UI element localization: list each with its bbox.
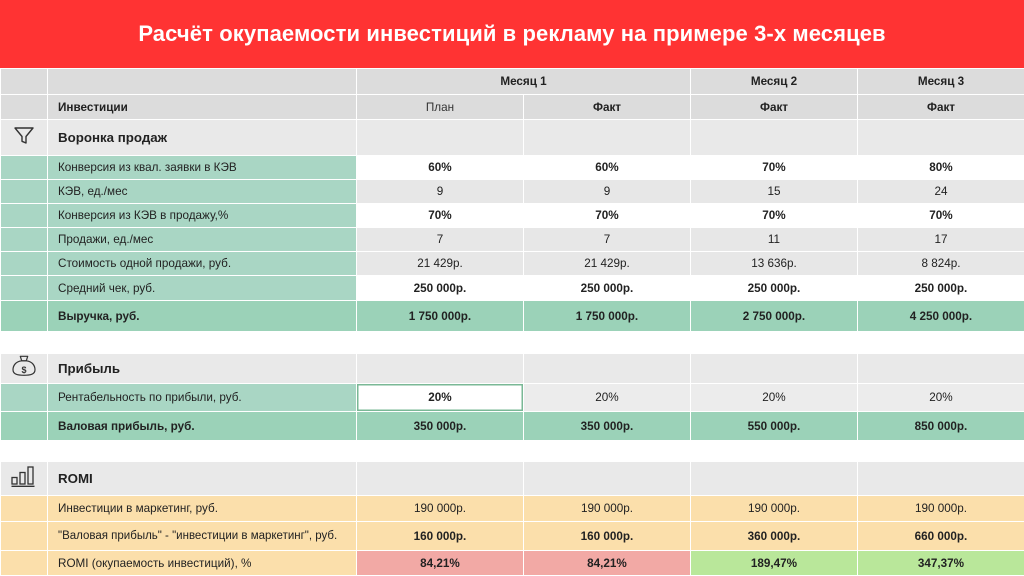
svg-text:$: $: [21, 365, 26, 375]
